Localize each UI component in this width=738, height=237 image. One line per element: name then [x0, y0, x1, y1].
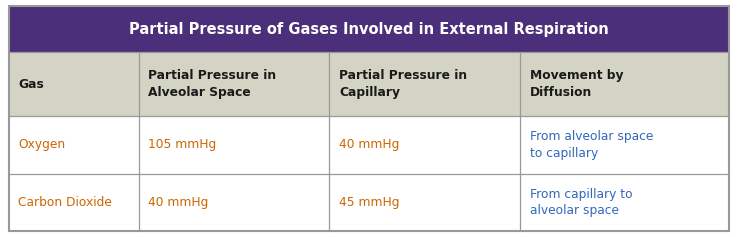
- Bar: [139, 174, 329, 231]
- Text: 40 mmHg: 40 mmHg: [339, 138, 399, 151]
- Bar: [329, 174, 520, 231]
- Bar: [9, 6, 729, 52]
- Text: Partial Pressure in
Capillary: Partial Pressure in Capillary: [339, 69, 467, 99]
- Text: 105 mmHg: 105 mmHg: [148, 138, 216, 151]
- Text: From capillary to
alveolar space: From capillary to alveolar space: [530, 188, 632, 217]
- Text: 40 mmHg: 40 mmHg: [148, 196, 208, 209]
- Text: Movement by
Diffusion: Movement by Diffusion: [530, 69, 624, 99]
- Bar: [9, 52, 139, 116]
- Text: Partial Pressure in
Alveolar Space: Partial Pressure in Alveolar Space: [148, 69, 276, 99]
- Bar: [9, 116, 139, 174]
- Bar: [520, 174, 729, 231]
- Text: Carbon Dioxide: Carbon Dioxide: [18, 196, 112, 209]
- Bar: [329, 116, 520, 174]
- Text: 45 mmHg: 45 mmHg: [339, 196, 399, 209]
- Bar: [139, 52, 329, 116]
- Text: Oxygen: Oxygen: [18, 138, 66, 151]
- Text: Partial Pressure of Gases Involved in External Respiration: Partial Pressure of Gases Involved in Ex…: [129, 22, 609, 36]
- Bar: [520, 52, 729, 116]
- Bar: [139, 116, 329, 174]
- Text: From alveolar space
to capillary: From alveolar space to capillary: [530, 130, 653, 160]
- Text: Gas: Gas: [18, 78, 44, 91]
- Bar: [520, 116, 729, 174]
- Bar: [329, 52, 520, 116]
- Bar: [9, 174, 139, 231]
